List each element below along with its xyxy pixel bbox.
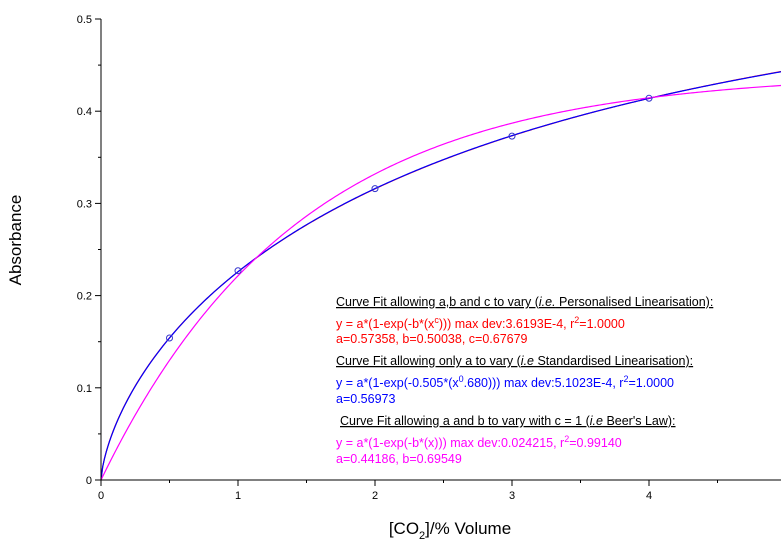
data-point: [166, 334, 173, 342]
fit-curve-standardised: [100, 71, 781, 481]
y-tick-label: 0.3: [77, 198, 92, 210]
fit-heading: Curve Fit allowing a and b to vary with …: [340, 414, 676, 428]
data-point: [645, 94, 653, 102]
fit-heading: Curve Fit allowing only a to vary (i.e S…: [336, 354, 693, 368]
fit-equation-line: a=0.57358, b=0.50038, c=0.67679: [336, 332, 528, 346]
fit-equation-line: y = a*(1-exp(-b*(xc))) max dev:3.6193E-4…: [336, 315, 625, 331]
x-tick-label: 0: [98, 490, 104, 502]
fit-heading: Curve Fit allowing a,b and c to vary (i.…: [336, 295, 713, 309]
y-axis-title: Absorbance: [6, 195, 25, 286]
y-tick-label: 0: [86, 475, 92, 487]
fit-equation-line: a=0.44186, b=0.69549: [336, 452, 462, 466]
x-tick-label: 2: [372, 490, 378, 502]
fit-equation-line: y = a*(1-exp(-0.505*(x0.680))) max dev:5…: [336, 374, 674, 390]
y-tick-label: 0.1: [77, 383, 92, 395]
axes: 0 0.1 0.2 0.3 0.4 0.5 0 1 2 3 4: [77, 14, 781, 502]
fit-curves: [100, 70, 781, 481]
fit-equation-line: a=0.56973: [336, 392, 395, 406]
y-tick-label: 0.5: [77, 14, 92, 26]
data-point: [371, 185, 379, 193]
fit-annotations: Curve Fit allowing a,b and c to vary (i.…: [336, 295, 713, 466]
y-tick-label: 0.2: [77, 291, 92, 303]
data-point: [508, 132, 516, 140]
x-tick-label: 3: [509, 490, 515, 502]
y-tick-label: 0.4: [77, 106, 92, 118]
data-point: [234, 267, 242, 275]
x-axis-title: [CO2]/% Volume: [389, 519, 511, 542]
fit-curve-beers: [100, 84, 781, 481]
x-tick-label: 1: [235, 490, 241, 502]
x-tick-label: 4: [646, 490, 652, 502]
fit-equation-line: y = a*(1-exp(-b*(x))) max dev:0.024215, …: [336, 434, 622, 450]
data-points: [166, 94, 653, 342]
